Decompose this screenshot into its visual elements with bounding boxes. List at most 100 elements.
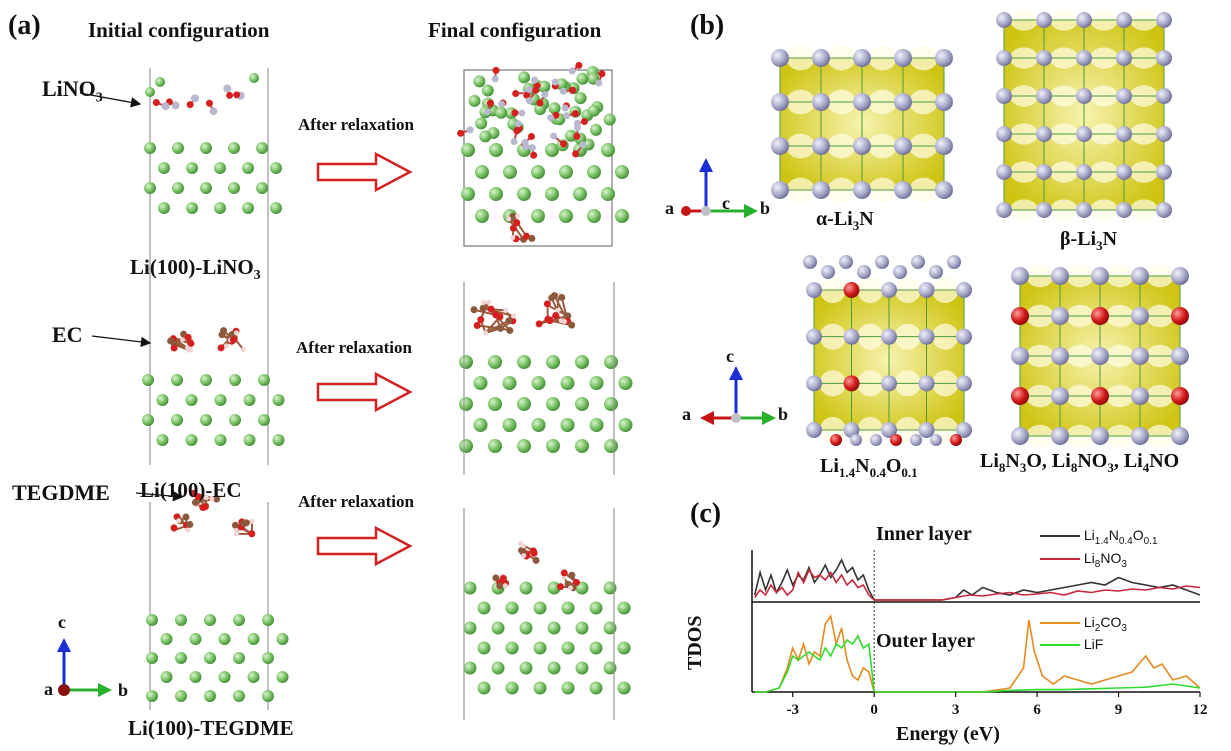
tegdme-slab-li-atom — [175, 690, 187, 702]
final-tegdme-slab-li-atom — [575, 621, 589, 635]
c-axis-arrowhead-b1 — [699, 158, 713, 172]
final-tegdme-slab-li-atom — [617, 681, 631, 695]
relaxation-arrow — [316, 151, 413, 193]
li8n3o-atom — [1051, 347, 1069, 365]
alpha-li3n-atom — [771, 181, 789, 199]
final-ec-slab-li-atom — [546, 439, 560, 453]
final-linoe-slab-li-atom — [587, 209, 601, 223]
beta-li3n-atom — [1156, 12, 1172, 28]
ec-slab-li-atom — [185, 394, 198, 406]
li-adatom — [155, 77, 165, 87]
final-linoe-li-atom — [587, 104, 600, 117]
ec-slab-li-atom — [214, 434, 227, 446]
legend-lif: LiF — [1040, 636, 1103, 652]
linoe-slab-li-atom — [242, 162, 254, 174]
ec-slab-li-atom — [258, 374, 270, 386]
final-linoe-o-atom — [580, 118, 588, 126]
final-ec-slab-li-atom — [459, 439, 473, 453]
beta-li3n-atom — [1116, 88, 1132, 104]
beta-li3n-atom — [1036, 202, 1052, 218]
final-ec-slab-li-atom — [488, 397, 502, 411]
linoe-slab-li-atom — [256, 142, 268, 154]
ec-final-2-atom — [543, 300, 551, 308]
li8n3o-atom — [1011, 307, 1029, 325]
ec-final-1-atom — [479, 304, 487, 312]
relaxation-arrow — [316, 371, 413, 413]
beta-li3n-atom — [996, 126, 1012, 142]
ec-slab-li-atom — [272, 434, 285, 446]
ec-final-1-bond — [484, 316, 501, 334]
x-tick-label: -3 — [786, 702, 799, 718]
li8n3o-atom — [1091, 347, 1109, 365]
final-tegdme-slab-li-atom — [617, 641, 631, 655]
axis-a-label-b1: a — [665, 198, 674, 218]
label-tegdme: TEGDME — [12, 480, 110, 505]
final-ec-slab-li-atom — [618, 418, 633, 432]
axis-b-label-a: b — [118, 680, 129, 700]
ec-slab-li-atom — [229, 374, 241, 386]
final-linoe-slab-li-atom — [531, 165, 545, 179]
final-linoe-n-atom — [484, 108, 492, 116]
final-linoe-o-atom — [512, 90, 520, 98]
linoe-initial-n-atom — [209, 107, 218, 116]
final-linoe-slab-li-atom — [587, 165, 601, 179]
linoe-slab-li-atom — [158, 162, 170, 174]
final-tegdme-slab-li-atom — [491, 621, 505, 635]
tegdme-slab-li-atom — [233, 652, 245, 664]
ec-slab-li-atom — [200, 414, 212, 426]
beta-li3n-atom — [1156, 50, 1172, 66]
panel-a-structures — [57, 61, 633, 720]
tegdme-slab-li-atom — [160, 671, 173, 683]
relaxation-arrows — [316, 151, 413, 567]
linoe-slab-li-atom — [200, 182, 212, 194]
final-linoe-n-atom — [521, 138, 529, 146]
final-linoe-li-atom — [479, 130, 492, 143]
final-ec-slab-li-atom — [517, 439, 531, 453]
beta-li3n-atom — [1036, 50, 1052, 66]
axis-c-label-a: c — [58, 612, 66, 632]
tegdme-final-3-atom — [568, 571, 576, 579]
final-linoe-o-atom — [575, 61, 583, 69]
li8n3o-atom — [1051, 307, 1069, 325]
label-li14n04o01: Li1.4N0.4O0.1 — [820, 455, 918, 480]
final-ec-slab-li-atom — [531, 376, 546, 390]
final-linoe-o-atom — [530, 151, 538, 159]
final-linoe-n-atom — [551, 78, 559, 86]
panel-a-letter: (a) — [8, 10, 41, 41]
energy-axis-label: Energy (eV) — [896, 723, 1000, 745]
li14-bottom-atom — [850, 434, 862, 446]
final-linoe-o-atom — [571, 110, 579, 118]
final-ec-slab-li-atom — [575, 355, 589, 369]
linoe-slab-li-atom — [214, 202, 226, 214]
ec-initial-1-atom — [185, 345, 191, 351]
outer-layer-label: Outer layer — [876, 630, 976, 652]
li8n3o-atom — [1131, 387, 1149, 405]
axis-a-label-b2: a — [682, 404, 691, 424]
beta-li3n-atom — [1116, 164, 1132, 180]
c-axis-arrowhead — [57, 638, 71, 652]
li14-top-atom — [821, 265, 835, 279]
linoe-slab-li-atom — [186, 202, 198, 214]
tegdme-initial-3-atom — [231, 521, 239, 529]
linoe-initial-o-atom — [226, 91, 234, 99]
li8n3o-atom — [1091, 387, 1109, 405]
linoe-initial-n-atom — [223, 84, 232, 93]
final-ec-slab-li-atom — [459, 397, 473, 411]
tegdme-final-1-atom — [529, 547, 537, 555]
li14n04o01-atom — [956, 422, 972, 438]
li14n04o01-atom — [843, 422, 860, 438]
tegdme-initial-1-atom — [209, 496, 215, 502]
tegdme-final-3-atom — [568, 585, 574, 591]
ec-final-2-atom — [564, 312, 572, 320]
header-final-configuration: Final configuration — [428, 18, 602, 42]
legend-li8no3-swatch — [1040, 558, 1080, 561]
li8n3o-atom — [1131, 427, 1149, 445]
axis-origin-b1 — [701, 206, 711, 216]
series-li8no3 — [754, 568, 1201, 601]
final-linoe-slab-li-atom — [559, 209, 573, 223]
tegdme-final-3-atom — [573, 578, 581, 586]
li8n3o-atom — [1011, 427, 1029, 445]
li8n3o-atom — [1011, 267, 1029, 285]
final-linoe-slab-li-atom — [461, 143, 475, 157]
final-linoe-n-atom — [525, 97, 533, 105]
